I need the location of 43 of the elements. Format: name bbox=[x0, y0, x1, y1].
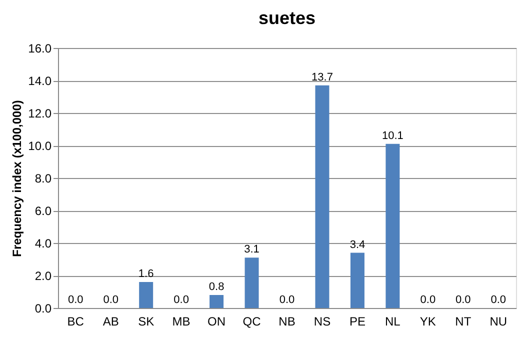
data-label: 0.0 bbox=[103, 294, 118, 306]
data-label: 0.0 bbox=[420, 294, 436, 306]
y-tick-label: 0.0 bbox=[34, 302, 52, 316]
x-tick-label: MB bbox=[172, 314, 190, 328]
x-tick-label: NU bbox=[490, 314, 508, 328]
y-axis-title: Frequency index (x100,000) bbox=[10, 100, 24, 257]
x-tick-label: NT bbox=[455, 314, 472, 328]
x-tick-label: NL bbox=[385, 314, 401, 328]
data-label: 0.0 bbox=[490, 294, 506, 306]
x-tick-label: NB bbox=[278, 314, 296, 328]
data-label: 0.0 bbox=[279, 294, 295, 306]
data-label: 1.6 bbox=[138, 268, 154, 280]
y-tick-label: 6.0 bbox=[34, 204, 52, 218]
x-tick-label: QC bbox=[242, 314, 262, 328]
x-tick-label: ON bbox=[208, 314, 226, 328]
data-label: 10.1 bbox=[382, 130, 404, 142]
x-tick-label: PE bbox=[349, 314, 366, 328]
y-tick-label: 2.0 bbox=[34, 269, 52, 283]
x-tick-label: YK bbox=[420, 314, 436, 328]
chart-title: suetes bbox=[258, 8, 316, 28]
y-tick-label: 12.0 bbox=[28, 106, 52, 120]
data-label: 3.1 bbox=[244, 244, 260, 256]
y-tick-label: 14.0 bbox=[28, 74, 52, 88]
x-tick-label: AB bbox=[102, 314, 119, 328]
x-tick-label: SK bbox=[138, 314, 154, 328]
bar bbox=[315, 85, 330, 308]
y-tick-label: 16.0 bbox=[28, 42, 52, 56]
data-label: 0.0 bbox=[174, 294, 189, 306]
bar bbox=[350, 252, 364, 308]
bar bbox=[244, 258, 259, 308]
y-tick-label: 10.0 bbox=[28, 139, 52, 153]
bar bbox=[210, 295, 224, 308]
bar bbox=[139, 282, 154, 308]
data-label: 0.0 bbox=[456, 294, 471, 306]
y-tick-label: 8.0 bbox=[34, 172, 52, 186]
data-label: 13.7 bbox=[312, 71, 333, 84]
data-label: 3.4 bbox=[350, 238, 366, 251]
x-tick-label: NS bbox=[314, 314, 331, 328]
x-tick-label: BC bbox=[67, 314, 84, 328]
data-label: 0.0 bbox=[68, 294, 84, 306]
bar bbox=[386, 144, 400, 308]
data-label: 0.8 bbox=[208, 281, 224, 293]
y-tick-label: 4.0 bbox=[34, 236, 52, 250]
